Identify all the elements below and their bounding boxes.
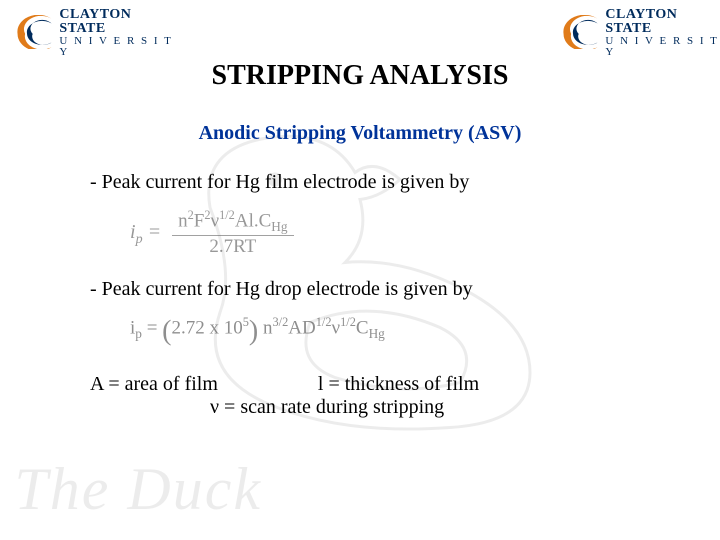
bullet-2: - Peak current for Hg drop electrode is … bbox=[60, 278, 660, 301]
formula-2: ip = (2.72 x 105) n3/2AD1/2ν1/2CHg bbox=[130, 315, 660, 347]
definitions: A = area of film l = thickness of film ν… bbox=[60, 373, 660, 419]
def-area: A = area of film bbox=[90, 373, 218, 396]
watermark-text: The Duck bbox=[14, 455, 262, 524]
def-thickness: l = thickness of film bbox=[318, 373, 479, 396]
formula-1-denominator: 2.7RT bbox=[203, 236, 262, 258]
slide-title: STRIPPING ANALYSIS bbox=[60, 60, 660, 92]
slide-content: STRIPPING ANALYSIS Anodic Stripping Volt… bbox=[0, 0, 720, 439]
formula-1-lhs: ip = bbox=[130, 221, 161, 243]
slide-subtitle: Anodic Stripping Voltammetry (ASV) bbox=[60, 122, 660, 145]
formula-1-numerator: n2F2ν1/2Al.CHg bbox=[172, 208, 294, 235]
bullet-1: - Peak current for Hg film electrode is … bbox=[60, 171, 660, 194]
def-scanrate: ν = scan rate during stripping bbox=[210, 396, 444, 418]
formula-1: ip = n2F2ν1/2Al.CHg 2.7RT bbox=[130, 208, 660, 258]
